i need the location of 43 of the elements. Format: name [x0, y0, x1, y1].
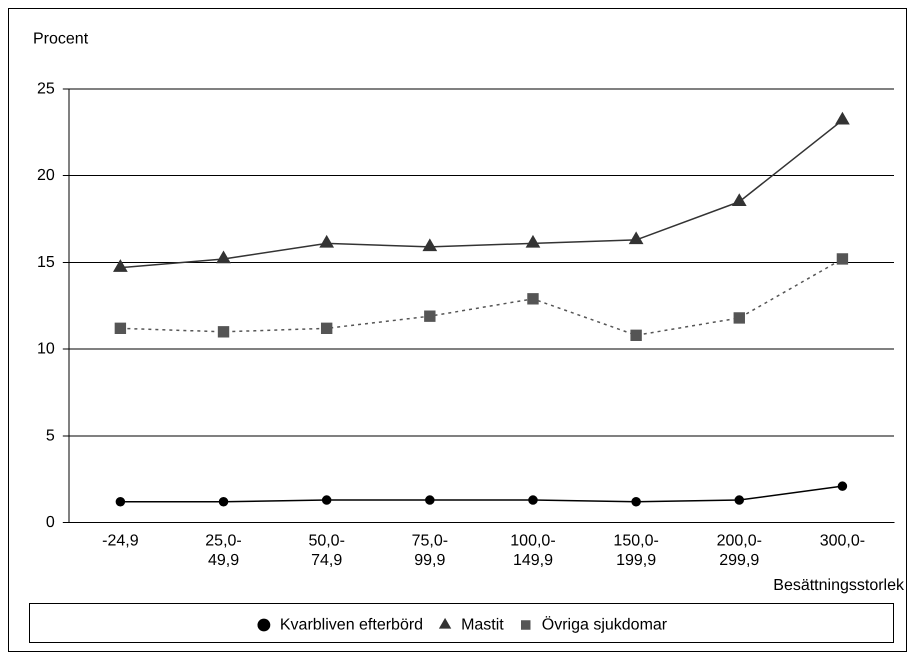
point [114, 322, 126, 334]
x-tick-label: 25,0-49,9 [205, 532, 242, 569]
x-tick-label: 50,0-74,9 [308, 532, 345, 569]
y-axis-title: Procent [33, 30, 89, 48]
point [734, 495, 744, 505]
point [631, 497, 641, 507]
legend-label: Övriga sjukdomar [542, 615, 668, 634]
x-tick-label: 200,0-299,9 [716, 532, 762, 569]
point [114, 260, 128, 272]
point [734, 312, 745, 324]
point [425, 495, 435, 505]
y-tick-label: 10 [37, 340, 55, 358]
x-tick-label: 300,0- [820, 532, 866, 550]
point [424, 310, 436, 322]
x-tick-label: 150,0-199,9 [613, 532, 659, 569]
y-tick-label: 15 [37, 254, 55, 271]
legend-label: Mastit [461, 616, 504, 634]
y-tick-label: 0 [46, 514, 55, 532]
point [116, 497, 126, 507]
point [218, 326, 230, 338]
x-tick-label: 75,0-99,9 [412, 532, 448, 569]
point [836, 253, 848, 265]
point [320, 322, 332, 334]
point [630, 330, 642, 341]
point [528, 495, 538, 505]
legend-label: Kvarbliven efterbörd [280, 616, 424, 634]
point [838, 481, 848, 491]
x-tick-label: 100,0-149,9 [510, 532, 556, 569]
point [836, 112, 850, 124]
point [322, 495, 332, 505]
x-axis-title: Besättningsstorlek [773, 577, 905, 594]
point [732, 194, 746, 206]
y-tick-label: 5 [46, 427, 55, 444]
point [527, 293, 539, 305]
point [320, 236, 334, 248]
point [216, 251, 230, 264]
point [423, 239, 437, 252]
point [526, 236, 540, 248]
y-tick-label: 20 [37, 167, 55, 184]
point [629, 232, 643, 244]
y-tick-label: 25 [37, 80, 55, 98]
point [218, 497, 228, 507]
x-tick-label: -24,9 [102, 532, 139, 550]
